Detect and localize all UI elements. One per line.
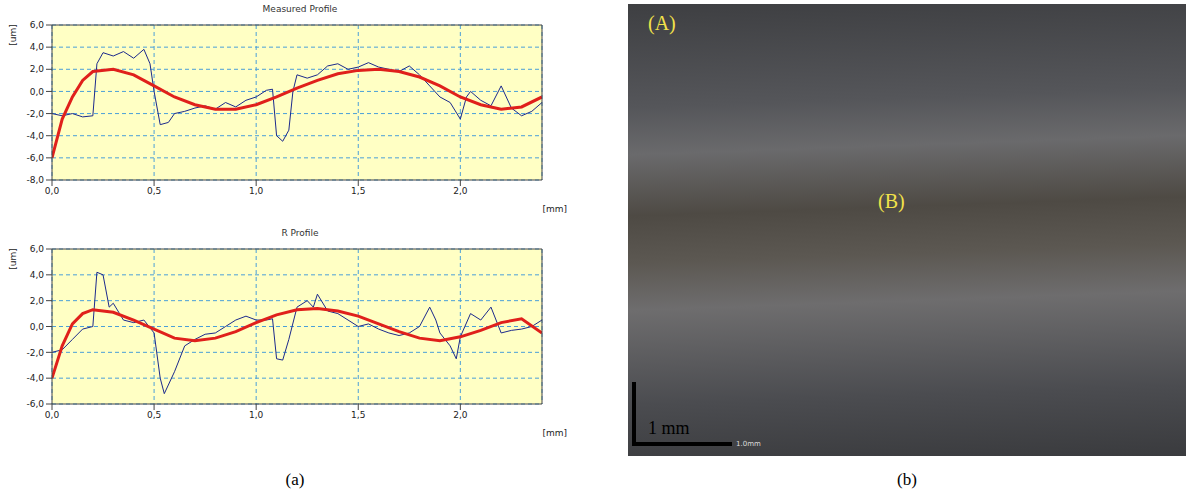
svg-text:6,0: 6,0 — [30, 20, 45, 30]
svg-text:2,0: 2,0 — [30, 296, 45, 306]
svg-text:4,0: 4,0 — [30, 42, 45, 52]
svg-text:0,0: 0,0 — [45, 186, 60, 196]
html-text:(a): (a) — [285, 470, 305, 489]
html-text:(A): (A) — [648, 12, 676, 34]
html-text:[mm]: [mm] — [542, 428, 567, 438]
svg-text:1,5: 1,5 — [351, 186, 365, 196]
svg-text:1,0: 1,0 — [249, 186, 264, 196]
svg-text:-8,0: -8,0 — [26, 175, 44, 185]
svg-text:1,5: 1,5 — [351, 410, 365, 420]
html-text:1 mm: 1 mm — [648, 418, 690, 438]
svg-text:6,0: 6,0 — [30, 244, 45, 254]
svg-text:-2,0: -2,0 — [26, 109, 44, 119]
html-text:1.0mm: 1.0mm — [736, 440, 761, 448]
svg-text:-2,0: -2,0 — [26, 348, 44, 358]
svg-text:0,5: 0,5 — [147, 410, 161, 420]
svg-text:-6,0: -6,0 — [26, 399, 44, 409]
html-text:[um]: [um] — [7, 248, 18, 270]
svg-text:0,0: 0,0 — [45, 410, 60, 420]
svg-text:-6,0: -6,0 — [26, 153, 44, 163]
svg-text:2,0: 2,0 — [30, 64, 45, 74]
svg-text:0,0: 0,0 — [30, 322, 45, 332]
svg-text:4,0: 4,0 — [30, 270, 45, 280]
html-text:[um]: [um] — [7, 24, 18, 46]
svg-text:2,0: 2,0 — [453, 410, 468, 420]
html-text:[mm]: [mm] — [542, 204, 567, 214]
html-text:(b): (b) — [897, 470, 917, 489]
html-text:Measured Profile: Measured Profile — [262, 4, 338, 14]
html-text:(B): (B) — [878, 190, 905, 212]
svg-text:0,5: 0,5 — [147, 186, 161, 196]
svg-text:1,0: 1,0 — [249, 410, 264, 420]
svg-text:0,0: 0,0 — [30, 87, 45, 97]
svg-text:-4,0: -4,0 — [26, 131, 44, 141]
svg-text:2,0: 2,0 — [453, 186, 468, 196]
html-text:R Profile: R Profile — [281, 228, 319, 238]
svg-text:-4,0: -4,0 — [26, 373, 44, 383]
